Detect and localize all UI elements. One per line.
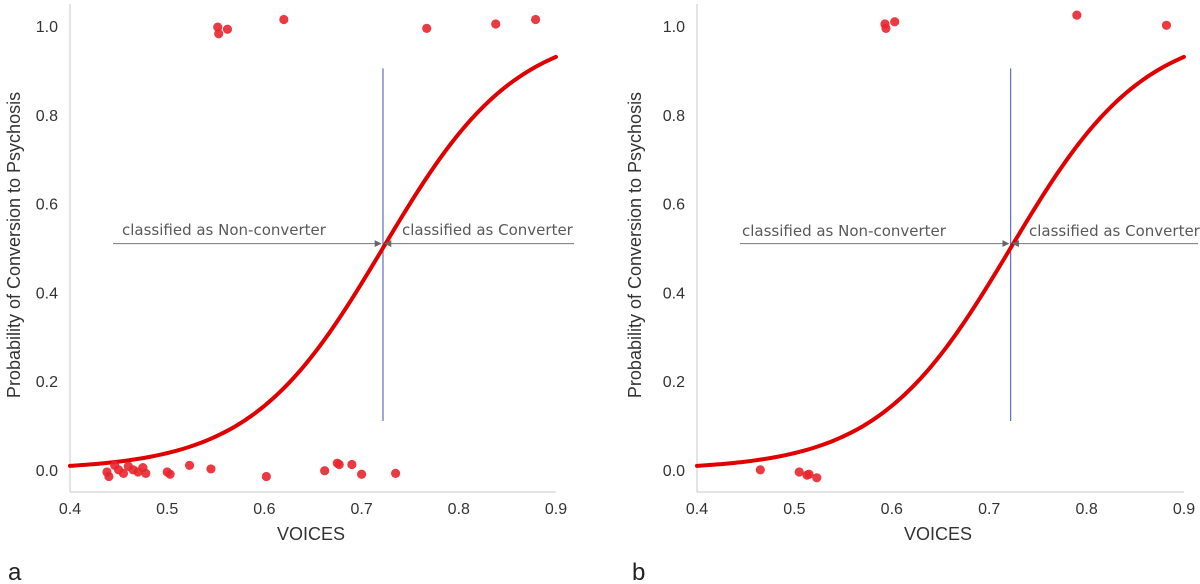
panel-b-x-tick-label: 0.8 [1075,501,1097,518]
panel-a-x-tick-label: 0.7 [350,501,372,518]
panel-b-logistic-curve [695,54,1186,468]
panel-b-y-tick-label: 1.0 [663,19,685,36]
panel-a-data-point [491,19,501,29]
panel-a-data-point [222,24,233,34]
panel-a-logistic-curve [68,54,558,468]
panel-a-x-tick-label: 0.4 [59,501,81,518]
panel-a-data-point [141,468,151,478]
panel-a-y-tick-label: 0.2 [36,374,58,391]
panel-b: 0.4 0.5 0.6 0.7 0.8 0.9 0.0 0.2 0.4 0.6 0.8 1.0 cla… [625,4,1200,584]
panel-a-x-tick-label: 0.5 [156,501,178,518]
panel-b-data-point [794,467,804,477]
panel-a: 0.4 0.5 0.6 0.7 0.8 0.9 0.0 0.2 0.4 0.6 0.8 1.0 cla… [4,4,574,584]
panel-a-data-point [391,468,401,478]
panel-b-data-point [804,469,814,479]
panel-b-data-point [812,473,822,483]
panel-a-data-point [165,469,175,479]
panel-a-y-tick-label: 0.0 [36,463,58,480]
panel-a-data-point [347,459,357,470]
panel-a-data-point [214,29,224,39]
panel-a-y-axis-title: Probability of Conversion to Psychosis [4,92,24,398]
panel-b-marks: 0.4 0.5 0.6 0.7 0.8 0.9 0.0 0.2 0.4 0.6 0.8 1.0 [663,4,1198,518]
panel-a-x-tick-label: 0.8 [448,501,470,518]
panel-a-data-point [261,471,271,482]
panel-a-annotation-converter: classified as Converter [402,221,574,239]
panel-a-label: a [8,559,22,584]
panel-b-data-point [890,17,900,27]
panel-b-data-point [1161,20,1172,30]
panel-b-x-tick-label: 0.9 [1173,501,1195,518]
panel-a-y-tick-label: 1.0 [36,19,58,36]
panel-b-data-point [1072,10,1082,20]
panel-b-y-tick-label: 0.2 [663,374,685,391]
panel-a-y-tick-label: 0.4 [36,285,58,302]
panel-b-x-tick-label: 0.5 [783,501,805,518]
panel-a-data-point [334,459,344,470]
panel-b-y-tick-label: 0.4 [663,285,685,302]
panel-a-x-tick-label: 0.6 [253,501,275,518]
panel-a-x-tick-label: 0.9 [545,501,567,518]
panel-a-x-axis-title: VOICES [277,524,345,544]
panel-b-y-tick-label: 0.8 [663,108,685,125]
panel-b-label: b [632,559,645,584]
panel-b-annotation-non-converter: classified as Non-converter [742,222,947,240]
panel-b-y-tick-label: 0.0 [663,463,685,480]
panel-a-data-point [184,460,195,470]
panel-a-data-point [104,471,114,482]
panel-b-x-axis-title: VOICES [904,524,972,544]
panel-b-annotation-converter: classified as Converter [1029,222,1200,240]
panel-a-annotation-non-converter: classified as Non-converter [122,221,327,239]
panel-a-data-point [530,14,541,25]
panel-b-data-point [881,23,891,33]
panel-b-x-tick-label: 0.4 [686,501,708,518]
panel-a-data-point [357,469,367,479]
panel-b-y-axis-title: Probability of Conversion to Psychosis [625,92,645,398]
panel-a-data-point [118,468,129,478]
panel-b-data-point [755,465,765,475]
panel-a-y-tick-label: 0.8 [36,108,58,125]
panel-a-data-point [206,464,216,474]
panel-a-data-point [279,14,289,25]
panel-b-y-tick-label: 0.6 [663,197,685,214]
panel-a-data-point [320,466,330,476]
panel-a-data-point [422,23,432,33]
panel-a-marks: 0.4 0.5 0.6 0.7 0.8 0.9 0.0 0.2 0.4 0.6 0.8 1.0 [36,4,574,518]
panel-b-x-tick-label: 0.6 [881,501,903,518]
panel-a-y-tick-label: 0.6 [36,197,58,214]
panel-b-x-tick-label: 0.7 [978,501,1000,518]
